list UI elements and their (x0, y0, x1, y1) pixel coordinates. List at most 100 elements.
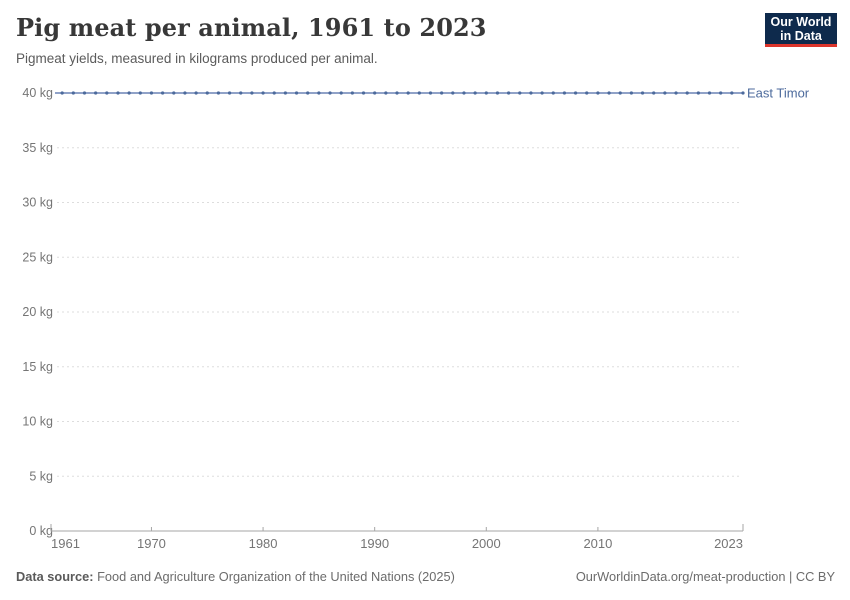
license-label: | CC BY (789, 569, 835, 584)
ytick-label-bg (0, 140, 55, 155)
ytick-label: 5 kg (29, 469, 53, 483)
data-point[interactable] (674, 91, 678, 95)
ytick-label: 30 kg (22, 196, 53, 210)
data-point[interactable] (484, 91, 488, 95)
data-point[interactable] (730, 91, 734, 95)
xtick-label: 1961 (51, 536, 80, 551)
ytick-label-bg (0, 469, 55, 484)
chart-subtitle: Pigmeat yields, measured in kilograms pr… (16, 51, 378, 66)
data-source-label: Data source: (16, 569, 94, 584)
data-point[interactable] (440, 91, 444, 95)
xtick-label: 2000 (472, 536, 501, 551)
data-point[interactable] (216, 91, 221, 95)
data-point[interactable] (71, 91, 75, 95)
data-point[interactable] (339, 91, 343, 95)
data-point[interactable] (406, 91, 410, 95)
ytick-label: 25 kg (22, 250, 53, 264)
data-point[interactable] (428, 91, 433, 95)
data-point[interactable] (94, 91, 98, 95)
data-point[interactable] (585, 91, 589, 95)
data-point[interactable] (250, 91, 254, 95)
data-point[interactable] (60, 91, 64, 95)
data-point[interactable] (105, 91, 109, 95)
data-point[interactable] (317, 91, 321, 95)
data-point[interactable] (507, 91, 511, 95)
data-point[interactable] (573, 91, 578, 95)
ytick-label-bg (0, 359, 55, 374)
ytick-label: 15 kg (22, 360, 53, 374)
data-point[interactable] (540, 91, 544, 95)
chart-title: Pig meat per animal, 1961 to 2023 (16, 13, 487, 42)
data-point[interactable] (417, 91, 421, 95)
xtick-label: 2010 (583, 536, 612, 551)
data-point[interactable] (373, 91, 377, 95)
data-point[interactable] (640, 91, 645, 95)
data-point[interactable] (395, 91, 399, 95)
data-point[interactable] (384, 91, 388, 95)
ytick-label-bg (0, 195, 55, 210)
data-point[interactable] (328, 91, 332, 95)
data-point[interactable] (161, 91, 165, 95)
ytick-label: 20 kg (22, 305, 53, 319)
data-point[interactable] (719, 91, 723, 95)
data-point[interactable] (194, 91, 198, 95)
ytick-label: 0 kg (29, 524, 53, 538)
data-point[interactable] (518, 91, 522, 95)
owid-logo-line2: in Data (780, 28, 822, 43)
ytick-label-bg (0, 305, 55, 319)
data-point[interactable] (685, 91, 689, 95)
data-point[interactable] (227, 91, 232, 95)
data-point[interactable] (596, 91, 600, 95)
ytick-label: 10 kg (22, 415, 53, 429)
owid-logo[interactable]: Our World in Data (765, 13, 837, 47)
data-point[interactable] (272, 91, 276, 95)
data-point[interactable] (562, 91, 567, 95)
footer-data-source: Data source: Food and Agriculture Organi… (16, 569, 455, 584)
owid-url-link[interactable]: OurWorldinData.org/meat-production (575, 569, 786, 584)
data-point[interactable] (473, 91, 477, 95)
data-point[interactable] (261, 91, 265, 95)
ytick-label-bg (0, 524, 55, 538)
data-point[interactable] (451, 91, 455, 95)
data-point[interactable] (495, 91, 500, 95)
footer-attribution: OurWorldinData.org/meat-production | CC … (576, 569, 835, 584)
data-point[interactable] (696, 91, 700, 95)
data-point[interactable] (138, 91, 142, 95)
xtick-label: 1980 (249, 536, 278, 551)
data-point[interactable] (294, 91, 299, 95)
data-point[interactable] (529, 91, 533, 95)
series-east-timor[interactable] (49, 91, 745, 95)
xtick-label: 1990 (360, 536, 389, 551)
data-point[interactable] (707, 91, 712, 95)
entity-label-east-timor[interactable]: East Timor (747, 86, 810, 101)
data-point[interactable] (116, 91, 120, 95)
data-point[interactable] (149, 91, 154, 95)
data-point[interactable] (607, 91, 611, 95)
owid-logo-line1: Our World (770, 14, 832, 29)
data-point[interactable] (127, 91, 131, 95)
data-point[interactable] (183, 91, 187, 95)
data-point[interactable] (741, 91, 745, 95)
ytick-label-bg (0, 86, 55, 100)
data-point[interactable] (629, 91, 633, 95)
data-point[interactable] (618, 91, 622, 95)
xtick-label: 1970 (137, 536, 166, 551)
data-point[interactable] (652, 91, 656, 95)
data-point[interactable] (205, 91, 209, 95)
data-point[interactable] (283, 91, 287, 95)
data-point[interactable] (462, 91, 466, 95)
data-point[interactable] (350, 91, 354, 95)
data-point[interactable] (172, 91, 176, 95)
data-point[interactable] (361, 91, 366, 95)
data-point[interactable] (82, 91, 87, 95)
data-point[interactable] (551, 91, 555, 95)
ytick-label-bg (0, 250, 55, 265)
ytick-label: 40 kg (22, 86, 53, 100)
ytick-label-bg (0, 414, 55, 429)
data-point[interactable] (306, 91, 310, 95)
data-point[interactable] (239, 91, 243, 95)
xtick-label: 2023 (714, 536, 743, 551)
data-point[interactable] (663, 91, 667, 95)
